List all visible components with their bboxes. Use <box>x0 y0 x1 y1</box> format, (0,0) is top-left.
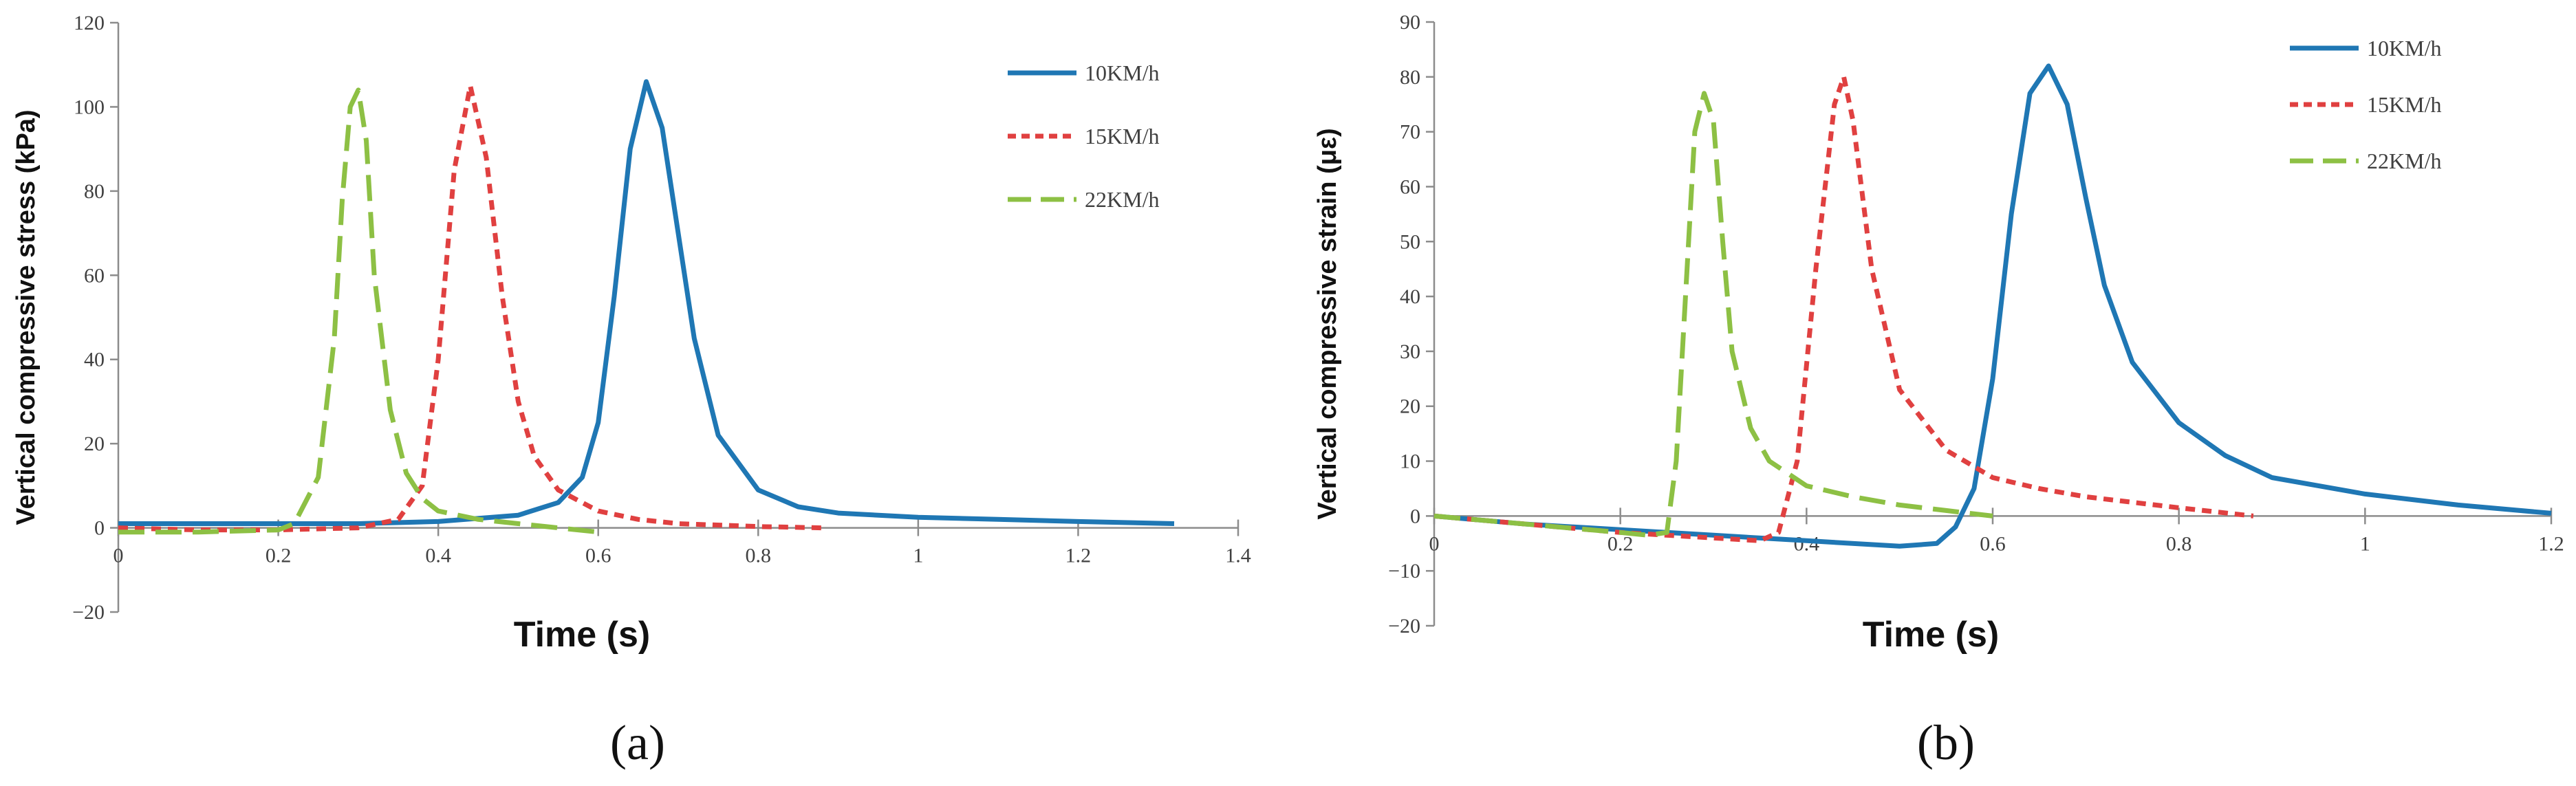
x-tick-label: 0.4 <box>425 545 451 567</box>
x-tick-label: 1.2 <box>1065 545 1092 567</box>
y-tick-label: 20 <box>84 433 105 455</box>
series-line-22km-h <box>118 87 599 535</box>
x-tick-label: 0 <box>1429 532 1440 555</box>
x-tick-label: 1.4 <box>1225 545 1251 567</box>
legend-entry: 15KM/h <box>1085 124 1159 149</box>
y-tick-label: 60 <box>1400 175 1420 198</box>
y-tick-label: 100 <box>74 96 105 118</box>
y-tick-label: 80 <box>1400 66 1420 89</box>
legend-entry: 10KM/h <box>2367 36 2441 61</box>
x-tick-label: 0.6 <box>1980 532 2006 555</box>
panel-caption: (a) <box>610 715 665 770</box>
y-tick-label: 90 <box>1400 11 1420 34</box>
legend-entry: 10KM/h <box>1085 61 1159 85</box>
chart-panel-b: −20 −10 0 10 20 30 40 50 60 70 80 90 0 0.2 0.4 0.6 0.8 1 1… <box>1288 0 2576 786</box>
y-tick-label: 10 <box>1400 450 1420 473</box>
y-tick-label: 50 <box>1400 230 1420 253</box>
x-tick-label: 0.2 <box>266 545 292 567</box>
x-tick-label: 0.4 <box>1794 532 1820 555</box>
y-tick-label: −10 <box>1388 560 1420 582</box>
chart-panel-a: −20 0 20 40 60 80 100 120 0 0.2 0.4 0.6 0.8 1 1.2 1.4 10… <box>12 12 1251 770</box>
legend-entry: 22KM/h <box>1085 187 1159 212</box>
y-tick-label: 30 <box>1400 340 1420 363</box>
legend-entry: 15KM/h <box>2367 92 2441 117</box>
y-tick-label: 80 <box>84 180 105 203</box>
y-tick-label: 60 <box>84 264 105 287</box>
chart-b: −20 −10 0 10 20 30 40 50 60 70 80 90 0 0.2 0.4 0.6 0.8 1 1… <box>1313 11 2564 770</box>
y-tick-label: 0 <box>94 517 105 540</box>
x-axis-label: Time (s) <box>514 615 650 655</box>
y-tick-label: −20 <box>72 601 105 624</box>
series-line-10km-h <box>1433 63 2552 549</box>
series-line-22km-h <box>1433 91 1993 538</box>
x-tick-label: 1.2 <box>2538 532 2564 555</box>
chart-a: −20 0 20 40 60 80 100 120 0 0.2 0.4 0.6 0.8 1 1.2 1.4 10… <box>12 12 1251 770</box>
x-tick-label: 0.6 <box>585 545 611 567</box>
y-tick-label: 70 <box>1400 121 1420 144</box>
x-tick-label: 1 <box>2360 532 2370 555</box>
series-line-15km-h <box>118 83 823 533</box>
x-tick-label: 0.2 <box>1608 532 1634 555</box>
y-tick-label: 20 <box>1400 395 1420 418</box>
x-tick-label: 0.8 <box>746 545 772 567</box>
y-axis-label: Vertical compressive strain (με) <box>1313 128 1342 519</box>
y-tick-label: 120 <box>74 12 105 34</box>
y-axis-label: Vertical compressive stress (kPa) <box>12 109 41 525</box>
y-tick-label: −20 <box>1388 615 1420 637</box>
x-tick-label: 0 <box>113 545 124 567</box>
x-tick-label: 1 <box>913 545 923 567</box>
x-tick-label: 0.8 <box>2166 532 2192 555</box>
x-axis-label: Time (s) <box>1863 615 1999 655</box>
y-tick-label: 40 <box>1400 285 1420 308</box>
legend-entry: 22KM/h <box>2367 149 2441 173</box>
y-tick-label: 0 <box>1410 505 1420 527</box>
series-line-15km-h <box>1433 74 2254 543</box>
y-tick-label: 40 <box>84 349 105 371</box>
panel-caption: (b) <box>1917 715 1975 770</box>
series-line-10km-h <box>118 79 1175 526</box>
